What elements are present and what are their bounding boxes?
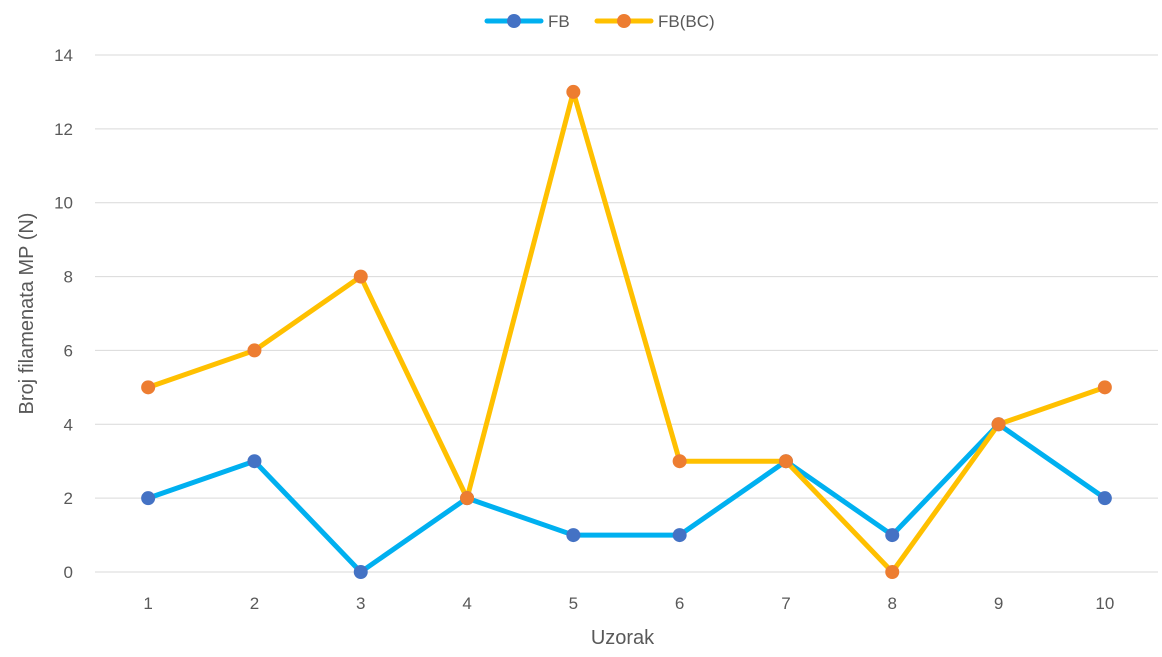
legend-label: FB <box>548 12 570 31</box>
x-tick-label: 3 <box>356 594 365 613</box>
x-axis-ticks: 1 2 3 4 5 6 7 8 9 10 <box>143 594 1114 613</box>
data-point <box>885 528 900 543</box>
data-point <box>778 454 793 469</box>
data-point <box>566 528 581 543</box>
x-tick-label: 2 <box>250 594 259 613</box>
y-tick-label: 0 <box>64 563 73 582</box>
data-point <box>353 565 368 579</box>
data-point <box>247 454 262 469</box>
gridlines <box>95 54 1158 573</box>
x-tick-label: 7 <box>781 594 790 613</box>
y-tick-label: 12 <box>54 120 73 139</box>
data-point <box>247 343 262 358</box>
x-tick-label: 5 <box>569 594 578 613</box>
data-point <box>885 565 900 579</box>
y-tick-label: 14 <box>54 46 73 65</box>
data-point <box>141 491 156 506</box>
data-point <box>672 454 687 469</box>
data-point <box>991 417 1006 432</box>
legend-marker <box>507 14 521 28</box>
data-point <box>1097 491 1112 506</box>
data-point <box>1097 380 1112 395</box>
data-point <box>141 380 156 395</box>
x-tick-label: 10 <box>1095 594 1114 613</box>
x-tick-label: 1 <box>143 594 152 613</box>
data-point <box>566 84 581 99</box>
y-axis-ticks: 0 2 4 6 8 10 12 14 <box>54 46 73 582</box>
data-point <box>460 491 475 506</box>
data-point <box>672 528 687 543</box>
legend-marker <box>617 14 631 28</box>
x-tick-label: 8 <box>888 594 897 613</box>
x-tick-label: 9 <box>994 594 1003 613</box>
series-line <box>145 89 1108 575</box>
y-tick-label: 2 <box>64 489 73 508</box>
series-group <box>141 84 1112 579</box>
x-tick-label: 4 <box>462 594 471 613</box>
y-tick-label: 4 <box>64 415 73 434</box>
legend-label: FB(BC) <box>658 12 715 31</box>
y-axis-title: Broj filamenata MP (N) <box>16 213 38 415</box>
y-tick-label: 8 <box>64 268 73 287</box>
legend: FB FB(BC) <box>484 12 715 31</box>
data-point <box>353 269 368 284</box>
series-line <box>145 421 1108 575</box>
x-axis-title: Uzorak <box>591 627 655 649</box>
y-tick-label: 10 <box>54 194 73 213</box>
y-tick-label: 6 <box>64 341 73 360</box>
x-tick-label: 6 <box>675 594 684 613</box>
